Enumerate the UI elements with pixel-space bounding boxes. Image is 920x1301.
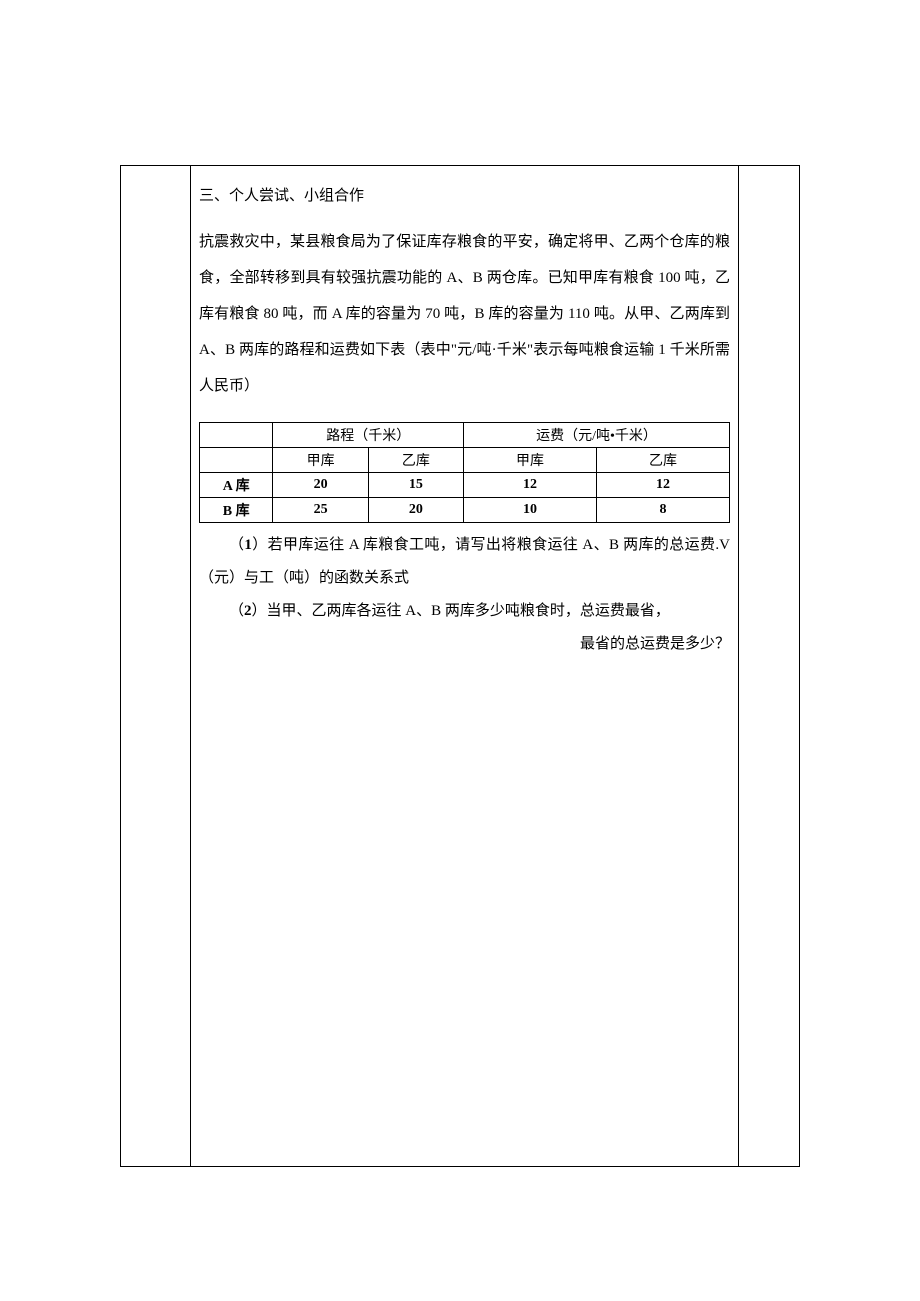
- table-header-row-1: 路程（千米） 运费（元/吨•千米）: [200, 423, 730, 448]
- data-table: 路程（千米） 运费（元/吨•千米） 甲库 乙库 甲库 乙库 A 库 20 15 …: [199, 422, 730, 523]
- table-header-row-2: 甲库 乙库 甲库 乙库: [200, 448, 730, 473]
- left-margin: [121, 166, 191, 1166]
- header-cost: 运费（元/吨•千米）: [464, 423, 730, 448]
- cell: 8: [596, 498, 729, 523]
- q1-number: 1: [244, 537, 252, 553]
- cell: 20: [273, 473, 368, 498]
- cell: 12: [596, 473, 729, 498]
- document-frame: 三、个人尝试、小组合作 抗震救灾中，某县粮食局为了保证库存粮食的平安，确定将甲、…: [120, 165, 800, 1167]
- cell: 12: [464, 473, 597, 498]
- section-title: 三、个人尝试、小组合作: [199, 178, 730, 214]
- q2-number: 2: [244, 603, 252, 619]
- row-label-b: B 库: [200, 498, 273, 523]
- cell: 20: [368, 498, 463, 523]
- cell: 10: [464, 498, 597, 523]
- table-row: B 库 25 20 10 8: [200, 498, 730, 523]
- content-inner: 三、个人尝试、小组合作 抗震救灾中，某县粮食局为了保证库存粮食的平安，确定将甲、…: [191, 166, 738, 1166]
- row-label-a: A 库: [200, 473, 273, 498]
- paren-open: （: [229, 537, 244, 553]
- problem-paragraph: 抗震救灾中，某县粮食局为了保证库存粮食的平安，确定将甲、乙两个仓库的粮食，全部转…: [199, 224, 730, 404]
- content-cell: 三、个人尝试、小组合作 抗震救灾中，某县粮食局为了保证库存粮食的平安，确定将甲、…: [191, 166, 739, 1166]
- question-2-tail: 最省的总运费是多少？: [199, 628, 730, 661]
- question-2: （2）当甲、乙两库各运往 A、B 两库多少吨粮食时，总运费最省，: [199, 595, 730, 628]
- table-row: A 库 20 15 12 12: [200, 473, 730, 498]
- blank-cell: [200, 423, 273, 448]
- subheader-jia-1: 甲库: [273, 448, 368, 473]
- paren-open: （: [229, 603, 244, 619]
- q1-text: ）若甲库运往 A 库粮食工吨，请写出将粮食运往 A、B 两库的总运费.V（元）与…: [199, 537, 730, 586]
- subheader-jia-2: 甲库: [464, 448, 597, 473]
- right-margin: [739, 166, 799, 1166]
- q2-text: ）当甲、乙两库各运往 A、B 两库多少吨粮食时，总运费最省，: [252, 603, 670, 619]
- header-distance: 路程（千米）: [273, 423, 464, 448]
- subheader-yi-1: 乙库: [368, 448, 463, 473]
- cell: 25: [273, 498, 368, 523]
- question-1: （1）若甲库运往 A 库粮食工吨，请写出将粮食运往 A、B 两库的总运费.V（元…: [199, 529, 730, 595]
- blank-cell: [200, 448, 273, 473]
- cell: 15: [368, 473, 463, 498]
- subheader-yi-2: 乙库: [596, 448, 729, 473]
